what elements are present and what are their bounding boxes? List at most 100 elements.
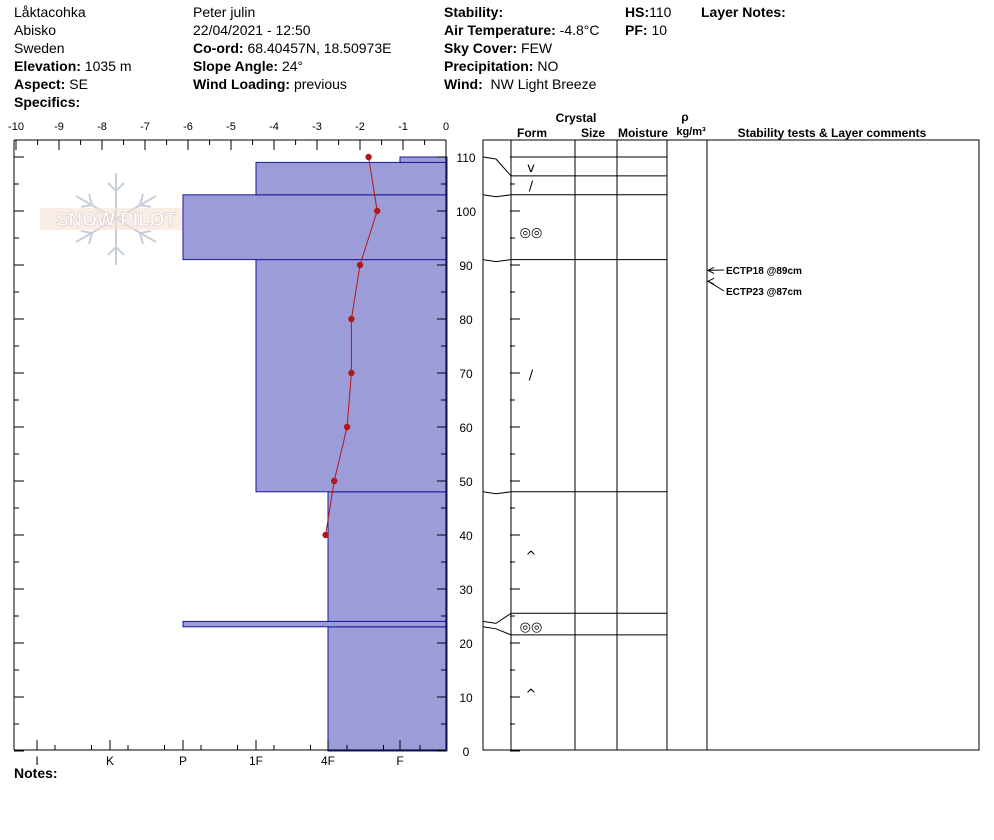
temperature-point (343, 423, 351, 431)
coordinates: Co-ord: 68.40457N, 18.50973E (193, 39, 391, 57)
layer-connector (482, 194, 512, 198)
height-tick-label: 40 (459, 529, 473, 543)
stability-tests: ECTP18 @89cm ECTP23 @87cm (706, 266, 802, 298)
layer-notes: Layer Notes: (701, 3, 786, 21)
layer-connector (482, 259, 512, 263)
grain-form-symbol: ^ (526, 550, 537, 565)
hardness-tick-label: 4F (321, 754, 335, 768)
hs: HS:110 (625, 3, 671, 21)
coord-label: Co-ord: (193, 40, 244, 56)
temperature-axis: -10 -9 -8 -7 -6 -5 -4 -3 -2 -1 0 (8, 121, 449, 150)
grain-forms: v / ◎◎ / ^ ◎◎ ^ (520, 161, 543, 702)
sky-label: Sky Cover: (444, 40, 518, 56)
slope-label: Slope Angle: (193, 58, 279, 74)
temp-tick-label: -3 (312, 121, 322, 133)
temp-tick-label: -10 (8, 121, 24, 133)
country: Sweden (14, 40, 65, 56)
hardness-axis: I K P 1F 4F F (35, 740, 421, 768)
hs-value: 110 (649, 4, 672, 20)
elevation-value: 1035 m (84, 58, 132, 74)
region: Abisko (14, 22, 57, 38)
pf: PF: 10 (625, 21, 667, 39)
temp-tick-label: -4 (269, 121, 279, 133)
hardness-layer (255, 161, 448, 196)
temp-tick-label: -2 (355, 121, 365, 133)
hardness-layer (182, 620, 448, 628)
hardness-layers (182, 156, 448, 752)
temperature-profile (322, 153, 381, 539)
stability-arrowhead (706, 266, 715, 274)
precip-value: NO (537, 58, 559, 74)
logo-text: SNOW PILOT (56, 210, 177, 231)
grain-form-symbol: ◎◎ (520, 620, 543, 635)
grain-form-symbol: ^ (526, 687, 537, 702)
observer: Peter julin (193, 4, 256, 20)
profile-frame (13, 139, 447, 751)
hardness-tick-label: I (35, 754, 38, 768)
hardness-layer (182, 194, 448, 261)
pf-label: PF: (625, 22, 648, 38)
sky-value: FEW (521, 40, 553, 56)
height-tick-label: 60 (459, 421, 473, 435)
aspect-label: Aspect: (14, 76, 66, 92)
aspect: Aspect: SE (14, 75, 88, 93)
wind-value: NW Light Breeze (490, 76, 597, 92)
temperature-point (365, 153, 372, 161)
location: Låktacohka (14, 4, 86, 20)
height-tick-label: 50 (459, 475, 473, 489)
layer-notes-label: Layer Notes: (701, 4, 786, 20)
temperature-point (356, 261, 364, 269)
density-unit-header: kg/m³ (676, 126, 706, 138)
hardness-tick-label: 1F (249, 754, 263, 768)
crystal-header: Crystal (556, 111, 597, 125)
moisture-header: Moisture (618, 126, 668, 140)
layer-connector (482, 612, 512, 624)
height-tick-label: 80 (459, 313, 473, 327)
slope-value: 24° (281, 58, 304, 74)
hardness-layer (399, 156, 448, 163)
precip-label: Precipitation: (444, 58, 534, 74)
hardness-tick-label: P (179, 754, 187, 768)
height-tick-label: 10 (459, 691, 473, 705)
wind-loading: Wind Loading: previous (193, 75, 347, 93)
wind-loading-label: Wind Loading: (193, 76, 291, 92)
temperature-line (325, 156, 378, 536)
height-tick-label: 100 (456, 205, 476, 219)
hs-label: HS: (625, 4, 650, 20)
temp-tick-label: -5 (226, 121, 236, 133)
layer-connector (482, 626, 512, 636)
form-header: Form (517, 126, 547, 140)
notes-label: Notes: (14, 765, 58, 781)
pf-value: 10 (651, 22, 668, 38)
height-axis: 0 10 20 30 40 50 60 70 80 90 100 110 (14, 151, 520, 759)
wind-loading-value: previous (293, 76, 347, 92)
specifics-label: Specifics: (14, 94, 81, 110)
table-frame (482, 139, 980, 751)
height-tick-label: 110 (456, 151, 475, 165)
size-header: Size (581, 126, 605, 140)
temp-tick-label: -7 (140, 121, 150, 133)
air-temp-value: -4.8°C (559, 22, 600, 38)
precipitation: Precipitation: NO (444, 57, 558, 75)
temperature-point (374, 207, 381, 215)
hardness-tick-label: F (396, 754, 403, 768)
specifics: Specifics: (14, 93, 80, 111)
rho-header: ρ (681, 110, 688, 124)
temperature-point (348, 315, 355, 323)
air-temperature: Air Temperature: -4.8°C (444, 21, 600, 39)
layer-table (482, 139, 980, 751)
aspect-value: SE (69, 76, 88, 92)
hardness-layer (327, 491, 448, 622)
layer-connector (482, 156, 512, 177)
temp-tick-label: -9 (54, 121, 64, 133)
temp-tick-label: 0 (443, 121, 449, 133)
hardness-tick-label: K (106, 754, 114, 768)
stability-test-label: ECTP18 @89cm (726, 266, 802, 277)
slope-angle: Slope Angle: 24° (193, 57, 303, 75)
elevation: Elevation: 1035 m (14, 57, 132, 75)
layer-connector (482, 491, 512, 495)
grain-form-symbol: ◎◎ (520, 226, 543, 241)
stability-header: Stability tests & Layer comments (738, 126, 927, 140)
grain-form-symbol: / (529, 369, 534, 384)
height-tick-label: 30 (459, 583, 473, 597)
